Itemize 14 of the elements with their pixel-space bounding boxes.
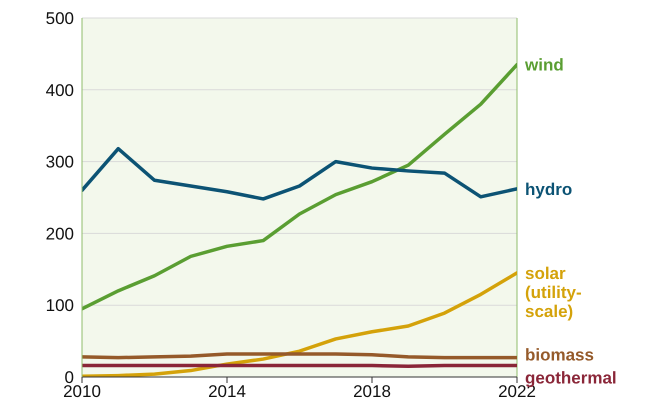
y-tick-label: 400	[46, 80, 74, 100]
y-tick-label: 100	[46, 296, 74, 316]
x-tick-label: 2018	[353, 382, 391, 402]
line-series	[82, 146, 517, 201]
y-tick-label: 500	[46, 9, 74, 28]
y-tick-label: 200	[46, 224, 74, 244]
series-label: solar (utility-scale)	[525, 264, 582, 321]
x-tick-label: 2014	[208, 382, 246, 402]
series-label: biomass	[525, 346, 594, 365]
x-tick-label: 2010	[63, 382, 101, 402]
line-series	[82, 62, 517, 311]
y-tick-label: 300	[46, 152, 74, 172]
series-label: wind	[524, 56, 564, 75]
series-label: hydro	[525, 180, 572, 199]
